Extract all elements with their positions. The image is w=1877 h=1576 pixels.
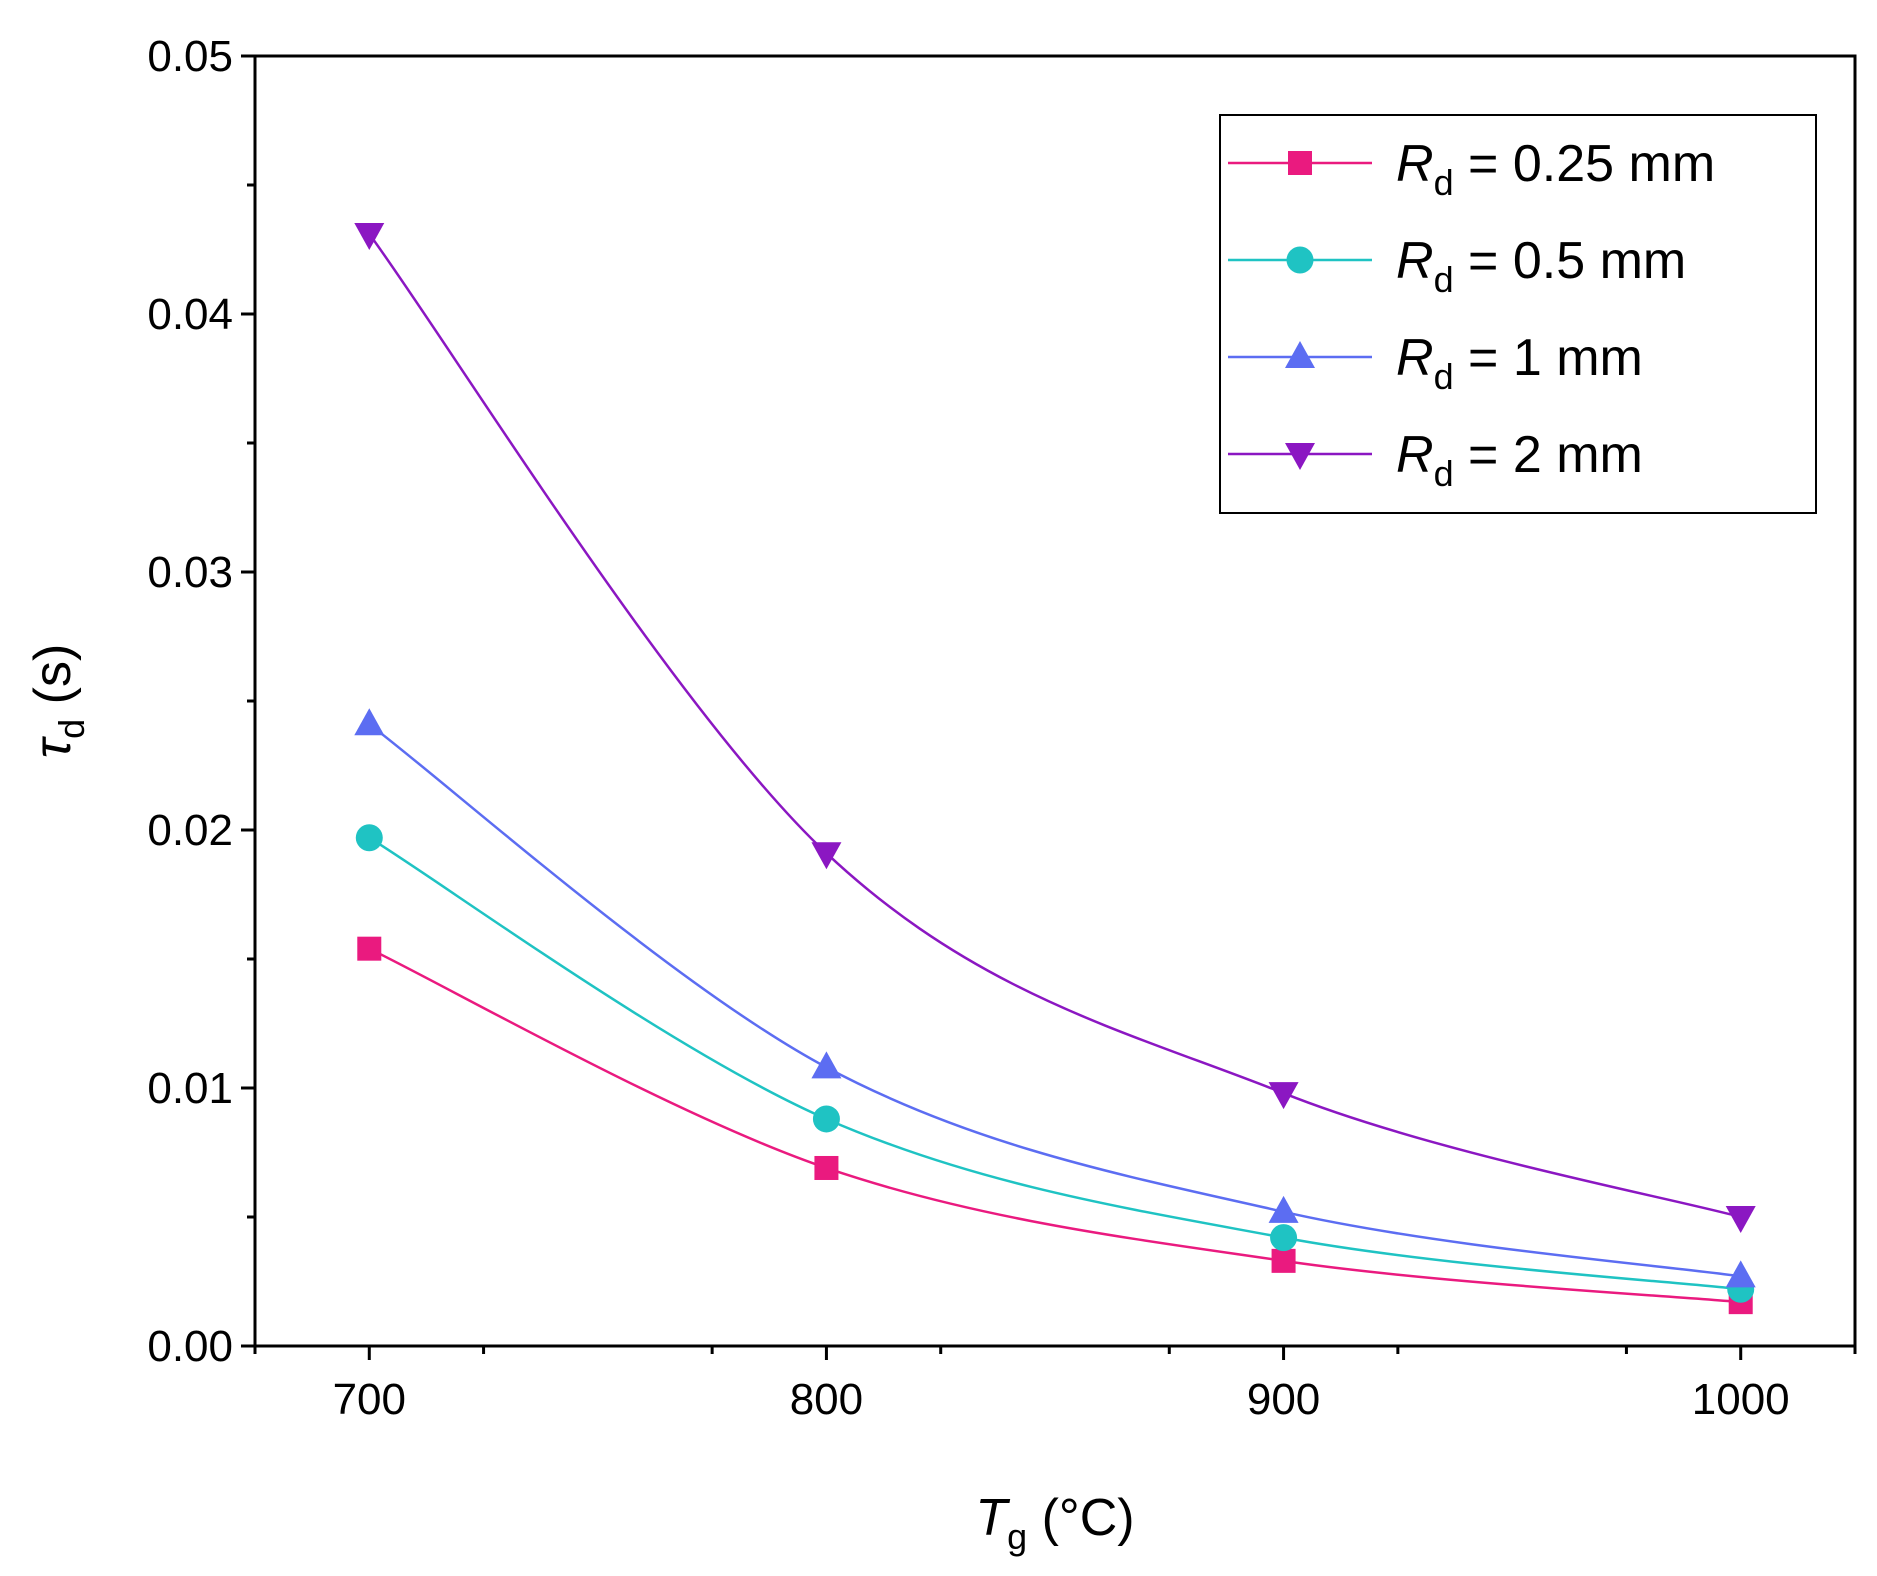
data-point	[355, 824, 383, 852]
data-point	[1268, 1195, 1299, 1223]
data-point	[1268, 1082, 1299, 1110]
legend-entry: Rd = 2 mm	[1228, 426, 1643, 494]
x-tick-label: 900	[1247, 1375, 1320, 1424]
data-point	[1270, 1224, 1298, 1252]
x-tick-label: 800	[790, 1375, 863, 1424]
data-point	[1725, 1206, 1756, 1233]
legend-marker	[1285, 341, 1315, 368]
data-point	[811, 842, 842, 870]
legend: Rd = 0.25 mm Rd = 0.5 mm Rd = 1 mm Rd = 2 m…	[1219, 114, 1817, 514]
series-3	[354, 708, 1756, 1288]
legend-entry: Rd = 0.25 mm	[1228, 135, 1715, 203]
legend-entry: Rd = 0.5 mm	[1228, 232, 1686, 300]
legend-label: Rd = 0.25 mm	[1396, 135, 1715, 203]
data-point	[1271, 1248, 1296, 1273]
series-layer	[354, 223, 1756, 1315]
series-line	[368, 836, 1741, 1291]
data-point	[354, 223, 385, 251]
data-point	[811, 1051, 842, 1079]
legend-marker	[1285, 443, 1315, 470]
data-point	[812, 1105, 840, 1133]
x-tick-label: 700	[333, 1375, 406, 1424]
series-4	[354, 223, 1756, 1233]
y-tick-label: 0.01	[147, 1064, 233, 1113]
y-axis-title: τd (s)	[24, 644, 92, 759]
y-axis: 0.00 0.01 0.02 0.03 0.04 0.05	[147, 32, 255, 1371]
y-tick-label: 0.04	[147, 290, 233, 339]
y-tick-label: 0.00	[147, 1322, 233, 1371]
legend-label: Rd = 1 mm	[1396, 329, 1643, 397]
data-point	[354, 708, 385, 736]
series-1	[357, 936, 1753, 1315]
y-tick-label: 0.02	[147, 806, 233, 855]
legend-label: Rd = 0.5 mm	[1396, 232, 1686, 300]
data-point	[1725, 1260, 1756, 1288]
series-2	[355, 824, 1755, 1303]
legend-box	[1219, 114, 1817, 514]
legend-marker	[1286, 246, 1314, 274]
data-point	[357, 936, 382, 961]
y-tick-label: 0.05	[147, 32, 233, 81]
legend-marker	[1288, 151, 1312, 175]
legend-entry: Rd = 1 mm	[1228, 329, 1643, 397]
x-axis: 700 800 900 1000	[253, 1346, 1857, 1424]
series-line	[368, 947, 1741, 1304]
y-tick-label: 0.03	[147, 548, 233, 597]
series-line	[368, 723, 1741, 1278]
legend-label: Rd = 2 mm	[1396, 426, 1643, 494]
x-tick-label: 1000	[1692, 1375, 1790, 1424]
x-axis-title: Tg (°C)	[975, 1489, 1134, 1557]
series-line	[368, 233, 1742, 1219]
data-point	[814, 1155, 839, 1180]
